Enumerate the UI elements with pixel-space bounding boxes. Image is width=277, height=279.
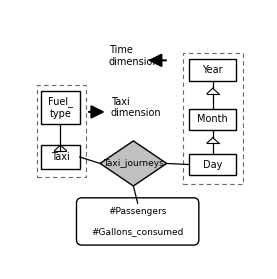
Polygon shape: [100, 141, 167, 186]
Text: Fuel_
type: Fuel_ type: [48, 96, 73, 119]
Text: Taxi
dimension: Taxi dimension: [111, 97, 161, 118]
Text: Year: Year: [202, 65, 223, 75]
Bar: [41, 145, 80, 169]
Text: Taxi_journeys: Taxi_journeys: [103, 159, 164, 168]
Bar: [189, 59, 237, 81]
Text: Day: Day: [203, 160, 222, 170]
Text: #Passengers

#Gallons_consumed: #Passengers #Gallons_consumed: [91, 206, 184, 236]
FancyBboxPatch shape: [76, 198, 199, 245]
Text: Taxi: Taxi: [51, 152, 70, 162]
Text: Month: Month: [198, 114, 228, 124]
Bar: [183, 53, 243, 184]
Bar: [37, 85, 86, 177]
Bar: [189, 109, 237, 130]
Text: Time
dimension: Time dimension: [109, 45, 159, 67]
Bar: [41, 92, 80, 124]
Bar: [189, 154, 237, 175]
